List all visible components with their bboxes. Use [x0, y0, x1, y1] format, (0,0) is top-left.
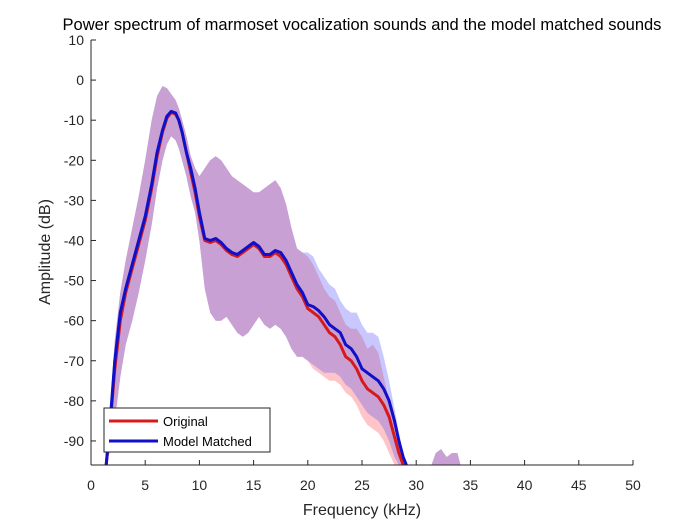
x-ticks: 0 5 10 15 20 25 30 35 40 45 50: [87, 460, 641, 493]
x-tick-label: 25: [354, 477, 370, 493]
y-tick-label: -60: [64, 313, 84, 329]
y-tick-label: -70: [64, 353, 84, 369]
band-extra: [431, 449, 461, 465]
chart-title: Power spectrum of marmoset vocalization …: [63, 16, 662, 34]
y-tick-label: -20: [64, 152, 84, 168]
x-tick-label: 50: [625, 477, 641, 493]
y-tick-label: -50: [64, 273, 84, 289]
y-tick-label: -80: [64, 393, 84, 409]
y-tick-label: 0: [76, 72, 84, 88]
x-tick-label: 40: [517, 477, 533, 493]
y-tick-label: -40: [64, 232, 84, 248]
x-tick-label: 45: [571, 477, 587, 493]
legend: Original Model Matched: [103, 407, 271, 453]
y-tick-label: -10: [64, 112, 84, 128]
confidence-bands: [106, 86, 461, 465]
legend-label-original: Original: [163, 414, 208, 429]
x-tick-label: 10: [192, 477, 208, 493]
x-tick-label: 5: [141, 477, 149, 493]
line-model-matched: [104, 109, 408, 466]
x-tick-label: 0: [87, 477, 95, 493]
x-tick-label: 30: [408, 477, 424, 493]
x-axis-label: Frequency (kHz): [303, 502, 421, 519]
band-overlap: [106, 86, 404, 465]
x-tick-label: 15: [246, 477, 262, 493]
series-lines: [104, 109, 408, 466]
y-axis-label: Amplitude (dB): [37, 199, 54, 305]
x-tick-label: 20: [300, 477, 316, 493]
legend-label-model-matched: Model Matched: [163, 434, 252, 449]
y-tick-label: -30: [64, 192, 84, 208]
y-tick-label: 10: [68, 32, 84, 48]
x-tick-label: 35: [463, 477, 479, 493]
y-tick-label: -90: [64, 433, 84, 449]
legend-box: [103, 407, 271, 453]
y-ticks: 10 0 -10 -20 -30 -40 -50 -60 -70 -80 -90: [64, 32, 96, 449]
